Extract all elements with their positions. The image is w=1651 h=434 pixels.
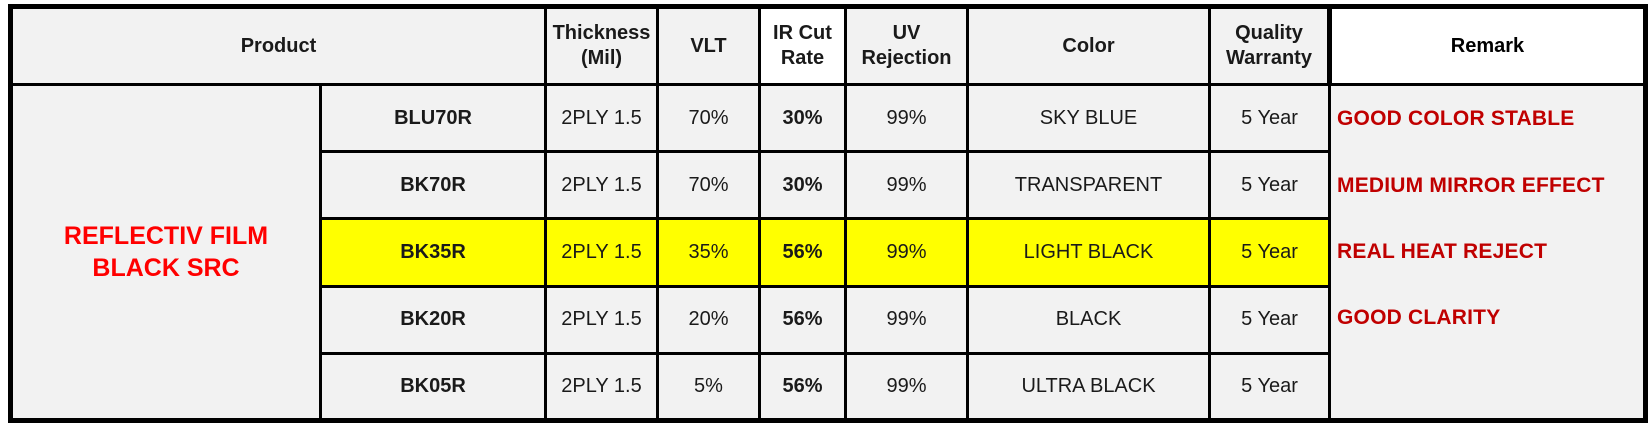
- header-product: Product: [9, 5, 547, 86]
- remark-line: [1333, 352, 1643, 418]
- table-row: BK05R 2PLY 1.5 5% 56% 99% ULTRA BLACK 5 …: [11, 351, 1646, 423]
- product-code-cell: BK20R: [319, 284, 547, 355]
- product-group-cell: REFLECTIV FILM BLACK SRC: [9, 83, 322, 422]
- warranty-cell: 5 Year: [1208, 217, 1331, 288]
- table-row: BK70R 2PLY 1.5 70% 30% 99% TRANSPARENT 5…: [11, 150, 1646, 221]
- remark-cell: GOOD COLOR STABLE MEDIUM MIRROR EFFECT R…: [1328, 83, 1647, 422]
- vlt-cell: 20%: [656, 284, 761, 355]
- remark-list: GOOD COLOR STABLE MEDIUM MIRROR EFFECT R…: [1333, 88, 1643, 418]
- header-vlt: VLT: [656, 5, 761, 86]
- warranty-cell: 5 Year: [1208, 284, 1331, 355]
- product-code-cell: BK70R: [319, 150, 547, 221]
- thickness-cell: 2PLY 1.5: [544, 82, 659, 154]
- color-cell: LIGHT BLACK: [966, 217, 1211, 288]
- thickness-cell: 2PLY 1.5: [544, 284, 659, 355]
- header-color: Color: [966, 5, 1211, 86]
- warranty-cell: 5 Year: [1208, 82, 1331, 154]
- header-thickness: Thickness (Mil): [544, 5, 659, 86]
- uv-rejection-cell: 99%: [844, 217, 969, 288]
- uv-rejection-cell: 99%: [844, 351, 969, 423]
- table-row-highlighted: BK35R 2PLY 1.5 35% 56% 99% LIGHT BLACK 5…: [11, 217, 1646, 288]
- color-cell: BLACK: [966, 284, 1211, 355]
- header-row: Product Thickness (Mil) VLT IR Cut Rate …: [9, 5, 1647, 86]
- ir-cut-rate-cell: 56%: [758, 351, 847, 423]
- thickness-cell: 2PLY 1.5: [544, 150, 659, 221]
- remark-line: GOOD CLARITY: [1337, 306, 1501, 330]
- color-cell: ULTRA BLACK: [966, 351, 1211, 423]
- ir-cut-rate-cell: 30%: [758, 150, 847, 221]
- table-row: BK20R 2PLY 1.5 20% 56% 99% BLACK 5 Year: [11, 284, 1646, 355]
- product-spec-table: Product Thickness (Mil) VLT IR Cut Rate …: [8, 4, 1648, 423]
- thickness-cell: 2PLY 1.5: [544, 217, 659, 288]
- product-title-line1: REFLECTIV FILM: [63, 221, 269, 250]
- product-code-cell: BK35R: [319, 217, 547, 288]
- remark-line: GOOD COLOR STABLE: [1337, 107, 1575, 131]
- product-group-title: REFLECTIV FILM BLACK SRC: [14, 220, 318, 285]
- warranty-cell: 5 Year: [1208, 150, 1331, 221]
- uv-rejection-cell: 99%: [844, 284, 969, 355]
- ir-cut-rate-cell: 30%: [758, 82, 847, 154]
- remark-line: MEDIUM MIRROR EFFECT: [1337, 173, 1605, 197]
- uv-rejection-cell: 99%: [844, 82, 969, 154]
- vlt-cell: 35%: [656, 217, 761, 288]
- header-uv-rejection: UV Rejection: [844, 5, 969, 86]
- header-remark: Remark: [1327, 5, 1647, 86]
- ir-cut-rate-cell: 56%: [758, 217, 847, 288]
- thickness-cell: 2PLY 1.5: [544, 351, 659, 423]
- vlt-cell: 70%: [656, 82, 761, 154]
- color-cell: SKY BLUE: [966, 82, 1211, 154]
- uv-rejection-cell: 99%: [844, 150, 969, 221]
- color-cell: TRANSPARENT: [966, 150, 1211, 221]
- vlt-cell: 70%: [656, 150, 761, 221]
- product-title-line2: BLACK SRC: [92, 254, 240, 282]
- table-row: REFLECTIV FILM BLACK SRC BLU70R 2PLY 1.5…: [9, 82, 1647, 422]
- vlt-cell: 5%: [656, 351, 761, 423]
- product-code-cell: BLU70R: [319, 82, 547, 154]
- remark-line: REAL HEAT REJECT: [1337, 240, 1548, 264]
- product-code-cell: BK05R: [319, 351, 547, 423]
- ir-cut-rate-cell: 56%: [758, 284, 847, 355]
- header-quality-warranty: Quality Warranty: [1208, 5, 1331, 86]
- warranty-cell: 5 Year: [1208, 351, 1331, 423]
- header-ir-cut-rate: IR Cut Rate: [758, 5, 847, 86]
